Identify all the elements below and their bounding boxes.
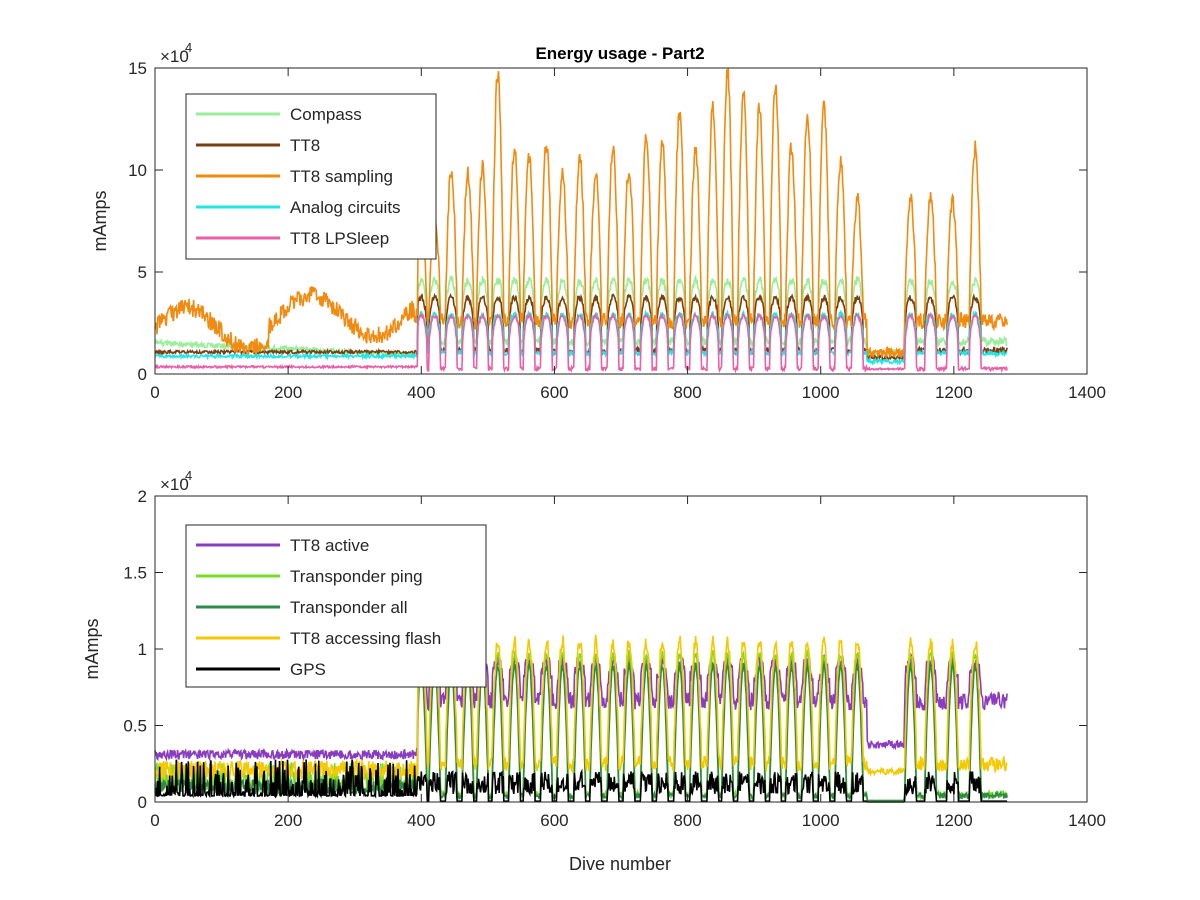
x-tick-label: 1000 <box>802 383 840 402</box>
bottom-legend: TT8 active Transponder ping Transponder al… <box>185 524 487 688</box>
figure-title: Energy usage - Part2 <box>535 44 704 63</box>
legend-label-gps: GPS <box>290 660 326 679</box>
bottom-axes: 0 200 400 600 800 1000 1200 1400 0 0.5 1 1.5 2 ×10 4… <box>82 468 1106 830</box>
x-tick-label: 600 <box>540 811 568 830</box>
y-tick-label: 1 <box>138 640 147 659</box>
x-tick-label: 400 <box>407 811 435 830</box>
x-tick-label: 1200 <box>935 811 973 830</box>
legend-label-analog: Analog circuits <box>290 198 401 217</box>
series-line-tt8samp <box>154 68 1008 359</box>
y-tick-label: 15 <box>128 59 147 78</box>
legend-label-tt8: TT8 <box>290 136 320 155</box>
y-tick-label: 10 <box>128 161 147 180</box>
bottom-legend-entries: TT8 active Transponder ping Transponder al… <box>196 536 441 679</box>
y-tick-label: 1.5 <box>123 564 147 583</box>
bottom-plot-lines <box>154 634 1008 803</box>
top-y-axis-label: mAmps <box>90 190 110 251</box>
legend-label-lpsleep: TT8 LPSleep <box>290 229 389 248</box>
series-line-flash <box>154 634 1008 782</box>
legend-label-compass: Compass <box>290 105 362 124</box>
x-tick-label: 0 <box>150 811 159 830</box>
x-tick-label: 1000 <box>802 811 840 830</box>
top-legend-entries: Compass TT8 TT8 sampling Analog circuits TT8… <box>196 105 401 248</box>
x-tick-label: 1400 <box>1068 383 1106 402</box>
x-tick-label: 400 <box>407 383 435 402</box>
top-plot-lines <box>154 68 1008 374</box>
bottom-y-exponent-power: 4 <box>185 468 192 483</box>
x-tick-label: 800 <box>673 383 701 402</box>
y-tick-label: 5 <box>138 263 147 282</box>
top-axes: 0 200 400 600 800 1000 1200 1400 0 5 10 15 ×10 4 mA… <box>90 40 1106 402</box>
top-axes-ticks: 0 200 400 600 800 1000 1200 1400 0 5 10 15 <box>128 59 1106 402</box>
x-tick-label: 0 <box>150 383 159 402</box>
y-tick-label: 0 <box>138 365 147 384</box>
series-line-lpsleep <box>154 311 1008 374</box>
legend-label-tall: Transponder all <box>290 598 408 617</box>
x-tick-label: 1200 <box>935 383 973 402</box>
legend-label-tt8samp: TT8 sampling <box>290 167 393 186</box>
top-axes-box <box>154 67 1088 375</box>
legend-label-ping: Transponder ping <box>290 567 423 586</box>
bottom-axes-ticks: 0 200 400 600 800 1000 1200 1400 0 0.5 1 1.5 2 <box>123 487 1106 830</box>
top-y-exponent-base: ×10 <box>160 47 189 66</box>
y-tick-label: 0.5 <box>123 717 147 736</box>
top-y-exponent-power: 4 <box>185 40 192 55</box>
bottom-y-exponent-base: ×10 <box>160 475 189 494</box>
top-legend: Compass TT8 TT8 sampling Analog circuits TT8… <box>185 93 437 260</box>
x-axis-label: Dive number <box>569 854 671 874</box>
legend-label-flash: TT8 accessing flash <box>290 629 441 648</box>
x-tick-label: 800 <box>673 811 701 830</box>
bottom-y-axis-label: mAmps <box>82 618 102 679</box>
series-line-tt8 <box>154 292 1008 362</box>
x-tick-label: 1400 <box>1068 811 1106 830</box>
x-tick-label: 600 <box>540 383 568 402</box>
series-line-gps <box>154 759 1008 803</box>
bottom-legend-box <box>185 524 487 688</box>
legend-label-active: TT8 active <box>290 536 369 555</box>
x-tick-label: 200 <box>274 383 302 402</box>
y-tick-label: 2 <box>138 487 147 506</box>
series-line-analog <box>154 309 1008 367</box>
y-tick-label: 0 <box>138 793 147 812</box>
x-tick-label: 200 <box>274 811 302 830</box>
